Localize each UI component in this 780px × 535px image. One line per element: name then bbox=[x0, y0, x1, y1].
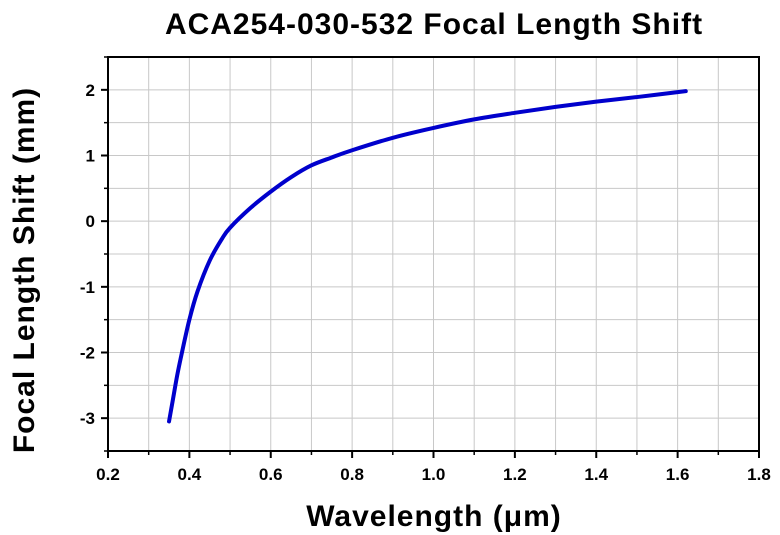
x-tick-label: 1.0 bbox=[422, 465, 446, 484]
x-tick-label: 0.8 bbox=[340, 465, 364, 484]
x-tick-label: 1.6 bbox=[666, 465, 690, 484]
grid bbox=[108, 57, 759, 451]
series-layer bbox=[167, 89, 688, 424]
x-tick-label: 0.6 bbox=[259, 465, 283, 484]
x-tick-labels: 0.2 0.4 0.6 0.8 1.0 1.2 1.4 1.6 1.8 bbox=[96, 465, 771, 484]
x-tick-label: 0.2 bbox=[96, 465, 120, 484]
tick-marks bbox=[101, 56, 760, 458]
y-tick-label: -3 bbox=[80, 409, 95, 428]
x-tick-label: 1.2 bbox=[503, 465, 527, 484]
x-tick-label: 0.4 bbox=[178, 465, 202, 484]
y-tick-labels: 2 1 0 -1 -2 -3 bbox=[80, 81, 95, 428]
chart-title: ACA254-030-532 Focal Length Shift bbox=[165, 8, 703, 41]
y-tick-label: 0 bbox=[86, 212, 95, 231]
y-tick-label: -2 bbox=[80, 344, 95, 363]
y-tick-label: 1 bbox=[86, 147, 95, 166]
x-axis-label: Wavelength (μm) bbox=[306, 500, 562, 533]
x-tick-label: 1.4 bbox=[584, 465, 608, 484]
y-tick-label: -1 bbox=[80, 278, 95, 297]
series-line bbox=[167, 89, 688, 424]
y-tick-label: 2 bbox=[86, 81, 95, 100]
x-tick-label: 1.8 bbox=[747, 465, 771, 484]
y-axis-label: Focal Length Shift (mm) bbox=[8, 87, 41, 453]
